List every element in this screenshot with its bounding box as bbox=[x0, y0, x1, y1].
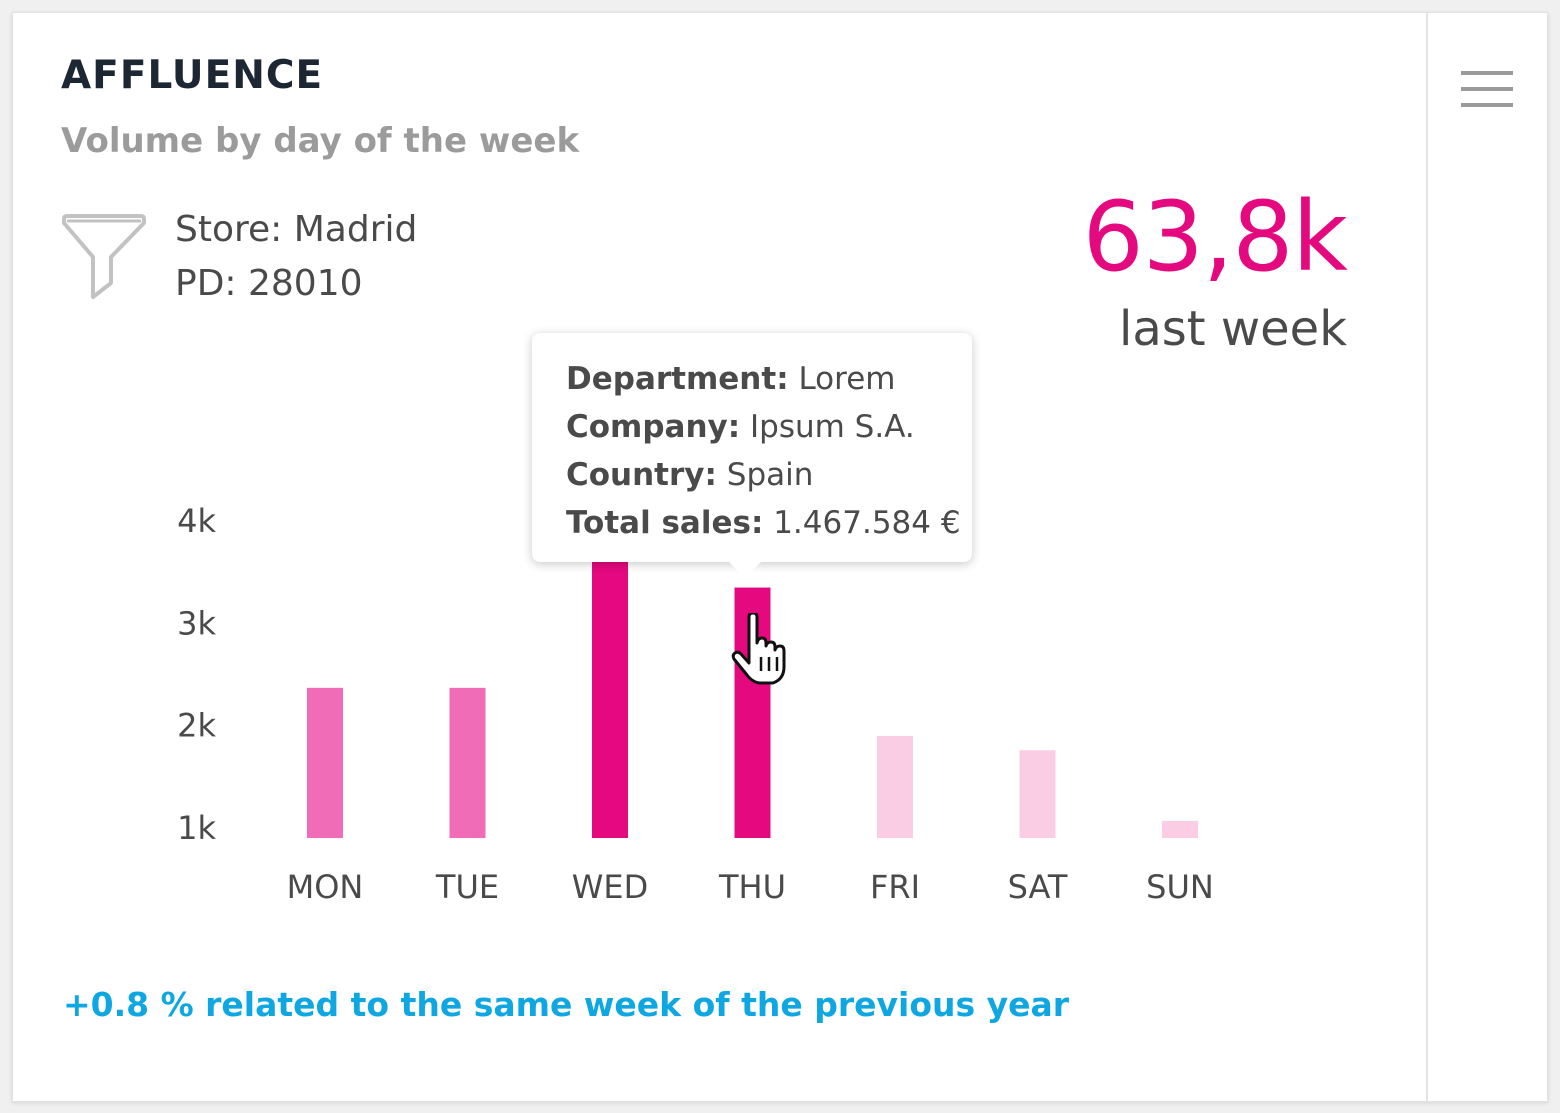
kpi-value: 63,8k bbox=[1082, 181, 1348, 293]
tooltip-total-sales: Total sales: 1.467.584 € bbox=[566, 505, 961, 541]
x-tick-label: SAT bbox=[1008, 868, 1068, 906]
bar-wed[interactable] bbox=[592, 519, 628, 838]
bar-sat[interactable] bbox=[1019, 750, 1056, 838]
x-tick-label: SUN bbox=[1146, 868, 1214, 906]
side-divider bbox=[1426, 13, 1428, 1101]
x-tick-label: WED bbox=[572, 868, 649, 906]
bar-chart: 1k 2k 3k 4k MON TUE WED THU FRI SAT SUN bbox=[177, 502, 1214, 906]
funnel-filter-icon[interactable] bbox=[61, 213, 147, 303]
filter-store: Store: Madrid bbox=[175, 209, 418, 250]
tooltip-country: Country: Spain bbox=[566, 457, 814, 493]
hamburger-menu-icon[interactable] bbox=[1459, 69, 1515, 109]
x-tick-label: THU bbox=[718, 868, 786, 906]
filter-postal-code: PD: 28010 bbox=[175, 263, 363, 304]
bar-tooltip: Department: Lorem Company: Ipsum S.A. Co… bbox=[532, 333, 972, 578]
bar-fri[interactable] bbox=[877, 735, 913, 838]
bar-tue[interactable] bbox=[449, 687, 486, 838]
hand-pointer-icon bbox=[731, 613, 786, 685]
comparison-note: +0.8 % related to the same week of the p… bbox=[63, 985, 1070, 1024]
x-tick-label: MON bbox=[287, 868, 364, 906]
x-tick-label: FRI bbox=[870, 868, 920, 906]
card-subtitle: Volume by day of the week bbox=[61, 121, 580, 161]
bar-sun[interactable] bbox=[1162, 820, 1198, 838]
kpi-label: last week bbox=[1119, 301, 1347, 357]
tooltip-company: Company: Ipsum S.A. bbox=[566, 409, 915, 445]
bar-mon[interactable] bbox=[307, 687, 343, 838]
y-tick-label: 4k bbox=[177, 502, 216, 540]
y-tick-label: 3k bbox=[177, 604, 216, 642]
y-tick-label: 1k bbox=[177, 809, 216, 847]
y-tick-label: 2k bbox=[177, 707, 216, 745]
x-tick-label: TUE bbox=[435, 868, 499, 906]
affluence-card: AFFLUENCE Volume by day of the week Stor… bbox=[12, 12, 1548, 1102]
tooltip-department: Department: Lorem bbox=[566, 361, 896, 397]
card-title: AFFLUENCE bbox=[61, 53, 324, 98]
